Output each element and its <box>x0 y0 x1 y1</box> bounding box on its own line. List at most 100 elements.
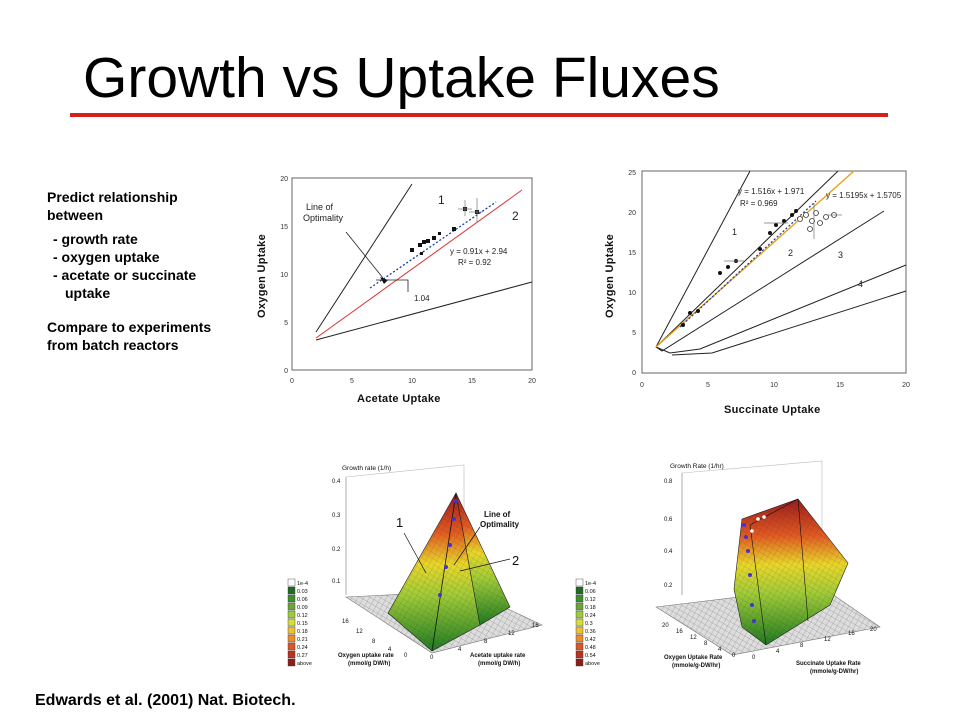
legend-swatch <box>287 610 296 619</box>
data-points <box>438 499 458 597</box>
compare-line: Compare to experiments <box>47 319 212 335</box>
y-tick-label: 5 <box>284 320 288 327</box>
bullet-line: Predict relationship <box>47 189 178 205</box>
optimal-point <box>380 277 388 284</box>
legend-swatch <box>287 658 296 667</box>
legend-label: 1e-4 <box>297 581 308 587</box>
svg-text:16: 16 <box>676 629 683 635</box>
x-tick-label: 5 <box>350 378 354 385</box>
fit-r2: R² = 0.92 <box>458 258 492 267</box>
svg-text:4: 4 <box>458 647 462 653</box>
data-points <box>742 523 756 623</box>
region-2-label: 2 <box>512 553 519 568</box>
surface-mesh <box>734 499 848 645</box>
fit-r2: R² = 0.969 <box>740 199 778 208</box>
legend-swatch <box>575 626 584 635</box>
y-tick-label: 0 <box>284 368 288 375</box>
legend-swatch <box>575 650 584 659</box>
svg-text:0.8: 0.8 <box>664 479 673 485</box>
legend-swatch <box>575 602 584 611</box>
bullet-line: between <box>47 207 104 223</box>
fit-line <box>369 201 497 289</box>
open-points <box>750 515 766 533</box>
color-legend: 1e-4 0.03 0.06 0.09 0.12 0.15 0.18 0.21 0.24 0.27… <box>287 578 312 667</box>
bullet-item-growth: - growth rate <box>53 231 138 247</box>
succinate-xlabel: Succinate Uptake <box>724 404 821 416</box>
line-of-optimality-label: Line of <box>306 202 334 212</box>
fit-equation: y = 0.91x + 2.94 <box>450 247 508 256</box>
legend-label: 0.27 <box>297 653 308 659</box>
y-tick-label: 0 <box>632 370 636 377</box>
legend-swatch <box>287 586 296 595</box>
boundary-5 <box>671 290 907 356</box>
x-tick-label: 15 <box>836 382 844 389</box>
svg-text:0.2: 0.2 <box>332 547 341 553</box>
legend-swatch <box>575 658 584 667</box>
y-tick-label: 5 <box>632 330 636 337</box>
svg-text:12: 12 <box>508 631 515 637</box>
svg-text:4: 4 <box>388 647 392 653</box>
svg-text:20: 20 <box>870 627 877 633</box>
bullet-item-acetate: - acetate or succinate <box>53 267 197 283</box>
legend-swatch <box>575 586 584 595</box>
legend-label: 0.09 <box>297 605 308 611</box>
y-tick-label: 15 <box>628 250 636 257</box>
svg-text:0.3: 0.3 <box>332 513 341 519</box>
base-ticks-left: 20 16 12 8 4 0 <box>662 623 736 659</box>
open-points <box>797 210 837 232</box>
surface-mesh <box>388 493 510 651</box>
line-of-optimality <box>315 189 523 339</box>
error-bars <box>458 198 483 222</box>
compare-line: from batch reactors <box>47 337 179 353</box>
x-tick-label: 0 <box>640 382 644 389</box>
svg-text:16: 16 <box>532 623 539 629</box>
z-axis-label: Growth rate (1/h) <box>342 465 391 472</box>
svg-text:16: 16 <box>848 631 855 637</box>
legend-label: 0.06 <box>297 597 308 603</box>
y-tick-label: 10 <box>628 290 636 297</box>
succinate-yticks: 0 5 10 15 20 25 <box>628 170 636 377</box>
acetate-chart: 0 5 10 15 20 0 5 10 15 20 Line of Optimality 1 2… <box>280 176 536 385</box>
legend-swatch <box>287 618 296 627</box>
x-tick-label: 10 <box>408 378 416 385</box>
loo-arrow <box>453 526 481 566</box>
region-label: 1 <box>732 227 737 237</box>
legend-label: 0.12 <box>297 613 308 619</box>
svg-text:12: 12 <box>690 635 697 641</box>
svg-text:0.6: 0.6 <box>664 517 673 523</box>
base-ticks-left: 16 12 8 4 0 <box>342 619 408 659</box>
plot-frame <box>291 177 533 371</box>
slide-title: Growth vs Uptake Fluxes <box>83 46 720 110</box>
color-legend: 1e-4 0.06 0.12 0.18 0.24 0.3 0.36 0.42 0.48 0.54 a… <box>575 578 600 667</box>
x-axis-label: Oxygen uptake rate <box>338 653 394 659</box>
boundary-1 <box>655 170 751 348</box>
fit-equation-1: y = 1.516x + 1.971 <box>738 187 805 196</box>
legend-label: above <box>297 661 312 667</box>
legend-swatch <box>287 594 296 603</box>
svg-text:8: 8 <box>800 643 804 649</box>
x-tick-label: 20 <box>528 378 536 385</box>
bullet-item-acetate-cont: uptake <box>65 285 111 301</box>
svg-text:8: 8 <box>484 639 488 645</box>
error-bars <box>724 203 842 262</box>
succinate-surface-plot: Growth Rate (1/hr) 0.8 0.6 0.4 0.2 20 16… <box>575 460 881 675</box>
svg-text:20: 20 <box>662 623 669 629</box>
legend-swatch <box>575 642 584 651</box>
svg-text:12: 12 <box>356 629 363 635</box>
base-ticks-right: 0 4 8 12 16 20 <box>752 627 877 661</box>
svg-text:4: 4 <box>776 649 780 655</box>
x-axis-unit: (mmole/g-DW/hr) <box>672 663 720 669</box>
legend-swatch <box>287 626 296 635</box>
succinate-ylabel: Oxygen Uptake <box>604 234 616 318</box>
region-2-label: 2 <box>512 209 519 223</box>
y-axis-unit: (mmol/g DW/h) <box>478 661 520 667</box>
legend-label: 0.18 <box>297 629 308 635</box>
svg-text:16: 16 <box>342 619 349 625</box>
y-tick-label: 15 <box>280 224 288 231</box>
slope-triangle <box>376 279 409 292</box>
x-tick-label: 20 <box>902 382 910 389</box>
z-axis-label: Growth Rate (1/hr) <box>670 463 724 470</box>
legend-label: 1e-4 <box>585 581 596 587</box>
legend-label: 0.3 <box>585 621 593 627</box>
title-underline <box>70 113 888 117</box>
